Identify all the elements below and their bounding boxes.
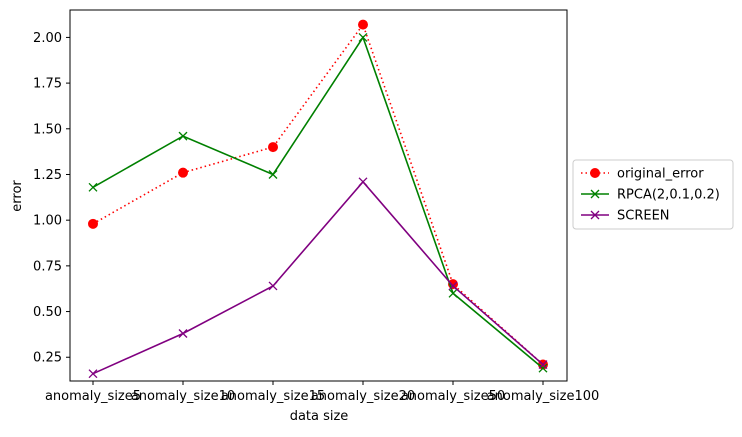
data-point: [358, 177, 368, 187]
legend-label: SCREEN: [617, 209, 670, 224]
series-layer: [88, 19, 548, 379]
y-tick-label: 2.00: [33, 31, 62, 46]
y-tick-label: 1.75: [33, 77, 62, 92]
y-tick-label: 0.75: [33, 259, 62, 274]
series-line: [92, 22, 544, 366]
x-tick-label: anomaly_size10: [131, 389, 235, 404]
plot-area: [69, 9, 568, 382]
data-point: [448, 281, 458, 291]
legend-label: original_error: [617, 167, 704, 182]
legend: original_error RPCA(2,0.1,0.2) SCREEN: [572, 159, 734, 230]
legend-marker: [590, 189, 600, 199]
x-tick-label: anomaly_size20: [311, 389, 415, 404]
data-point: [88, 182, 98, 192]
data-point: [268, 142, 278, 153]
data-point: [538, 363, 548, 373]
legend-marker: [590, 168, 600, 178]
data-point: [178, 167, 188, 178]
y-tick-label: 0.50: [33, 305, 62, 320]
series-screen: [88, 177, 548, 379]
data-point: [268, 281, 278, 291]
y-tick-label: 1.50: [33, 122, 62, 137]
plot-frame: [69, 9, 568, 382]
x-axis-label: data size: [290, 409, 349, 424]
data-point: [178, 329, 188, 338]
data-point: [358, 19, 368, 30]
data-point: [358, 32, 368, 42]
y-axis-label: error: [10, 180, 25, 212]
legend-item: original_error: [581, 167, 704, 182]
x-axis-ticks: anomaly_size5anomaly_size10anomaly_size1…: [45, 381, 599, 404]
data-point: [88, 218, 98, 229]
x-tick-label: anomaly_size100: [487, 389, 600, 404]
series-original-error: [88, 19, 548, 370]
series-line: [92, 35, 544, 369]
data-point: [178, 131, 188, 141]
legend-item: RPCA(2,0.1,0.2): [581, 188, 720, 203]
y-tick-label: 1.00: [33, 214, 62, 229]
data-point: [538, 360, 548, 370]
legend-label: RPCA(2,0.1,0.2): [617, 188, 720, 203]
x-tick-label: anomaly_size5: [45, 389, 141, 404]
legend-marker: [590, 210, 600, 220]
y-tick-label: 1.25: [33, 168, 62, 183]
data-point: [268, 170, 278, 179]
series-rpca-2-0-1-0-2: [88, 32, 548, 373]
data-point: [88, 369, 98, 379]
legend-item: SCREEN: [581, 209, 670, 224]
y-axis-ticks: 0.25 0.50 0.75 1.00 1.25 1.50 1.75 2.00: [33, 31, 70, 366]
y-tick-label: 0.25: [33, 351, 62, 366]
series-line: [92, 180, 544, 375]
x-tick-label: anomaly_size50: [401, 389, 505, 404]
x-tick-label: anomaly_size15: [221, 389, 325, 404]
legend-box: [572, 159, 734, 230]
data-point: [448, 288, 458, 298]
